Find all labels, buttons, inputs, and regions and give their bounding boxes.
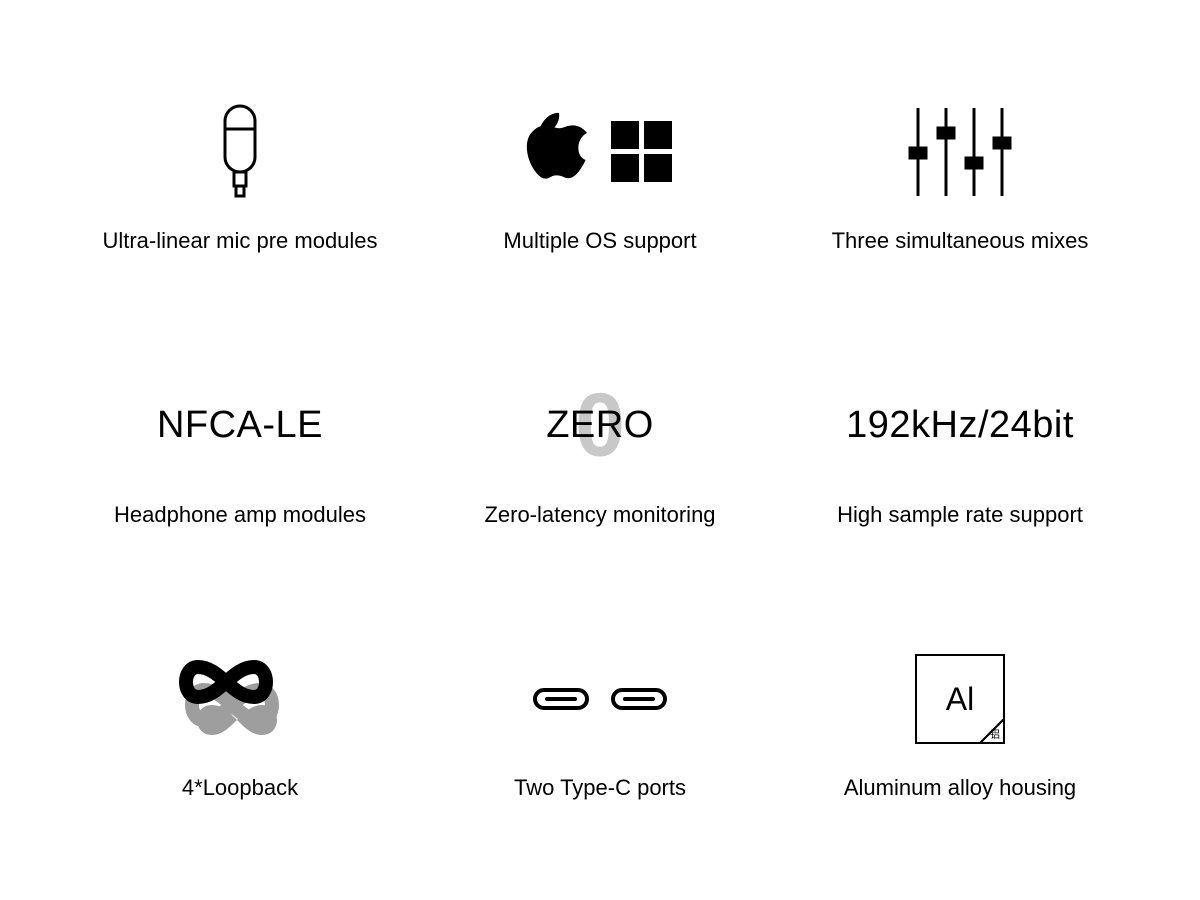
cell-label: 4*Loopback [182,774,298,803]
zero-text-icon: 0 ZERO [546,371,654,481]
cell-label: Aluminum alloy housing [844,774,1076,803]
cell-label: Multiple OS support [503,227,696,256]
cell-nfca: NFCA-LE Headphone amp modules [60,313,420,586]
big-text: 192kHz/24bit [846,404,1074,447]
cell-zero: 0 ZERO Zero-latency monitoring [420,313,780,586]
feature-grid: Ultra-linear mic pre modules Multiple OS… [0,0,1200,900]
hires-text-icon: 192kHz/24bit [846,371,1074,481]
cell-label: Three simultaneous mixes [832,227,1089,256]
cell-hires: 192kHz/24bit High sample rate support [780,313,1140,586]
cell-label: Headphone amp modules [114,501,366,530]
sliders-icon [900,97,1020,207]
cell-mixes: Three simultaneous mixes [780,40,1140,313]
cell-os: Multiple OS support [420,40,780,313]
cell-label: Two Type-C ports [514,774,686,803]
cell-aluminum: Al 铝 Aluminum alloy housing [780,587,1140,860]
cell-label: Zero-latency monitoring [484,501,715,530]
double-infinity-icon [170,644,310,754]
cell-mic-pre: Ultra-linear mic pre modules [60,40,420,313]
microphone-icon [205,97,275,207]
cell-typec: Two Type-C ports [420,587,780,860]
cell-loopback: 4*Loopback [60,587,420,860]
cell-label: Ultra-linear mic pre modules [102,227,377,256]
al-element-symbol: Al [946,681,974,718]
big-text: ZERO [546,404,654,446]
al-cn-label: 铝 [990,726,1000,741]
cell-label: High sample rate support [837,501,1083,530]
nfca-text-icon: NFCA-LE [157,371,323,481]
apple-windows-icon [515,97,685,207]
two-usb-c-icon [525,644,675,754]
big-text: NFCA-LE [157,404,323,447]
al-box-icon: Al 铝 [915,644,1005,754]
